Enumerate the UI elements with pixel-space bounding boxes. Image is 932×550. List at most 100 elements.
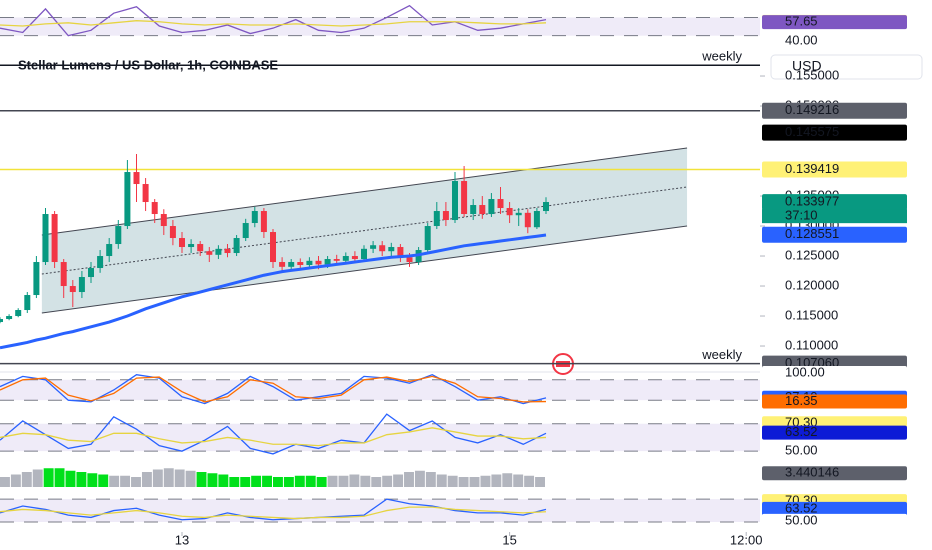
histogram-bar xyxy=(349,474,360,487)
x-tick-label: 13 xyxy=(175,532,189,547)
candle-body xyxy=(351,256,358,260)
candle-body xyxy=(406,257,413,263)
histogram-bar xyxy=(371,477,382,487)
y-tick-label: 0.110000 xyxy=(785,337,838,352)
moving-average xyxy=(0,233,547,350)
candle-body xyxy=(452,181,458,221)
histogram-bar xyxy=(76,472,87,487)
candle-body xyxy=(88,268,94,278)
histogram-bar xyxy=(327,475,338,487)
price-label-box xyxy=(762,102,907,119)
price-label: 0.149216 xyxy=(762,102,907,119)
candle-body xyxy=(424,226,431,251)
indicator-label-box xyxy=(762,466,907,481)
candle-body xyxy=(515,212,522,216)
indicator-label: 63.52 xyxy=(785,500,818,515)
candle-body xyxy=(224,248,231,254)
indicator-line xyxy=(0,506,547,520)
histogram-bar xyxy=(502,473,513,487)
candle-body xyxy=(461,181,468,215)
histogram-bar xyxy=(131,477,141,487)
candle-body xyxy=(15,310,22,317)
histogram-bar xyxy=(185,470,196,487)
candle-body xyxy=(233,238,240,254)
histogram-bar xyxy=(207,473,218,487)
currency-label[interactable]: USD xyxy=(792,58,822,74)
indicator-line xyxy=(0,498,547,521)
indicator-line xyxy=(0,373,547,405)
histogram-bar xyxy=(196,472,207,487)
channel-line xyxy=(41,147,688,236)
histogram-bar xyxy=(382,475,393,487)
candle-body xyxy=(124,172,131,227)
indicator-label: 3.440146 xyxy=(785,465,839,480)
candle-body xyxy=(442,211,449,221)
histogram-bar xyxy=(305,475,316,487)
histogram-bar xyxy=(436,474,447,487)
y-tick-label: 0.115000 xyxy=(785,307,838,322)
candle-body xyxy=(242,223,249,239)
candle-body xyxy=(324,259,331,265)
candle-body xyxy=(524,212,531,228)
level-label: weekly xyxy=(701,49,742,64)
indicator-label: 16.35 xyxy=(785,393,818,408)
histogram-bar xyxy=(141,472,152,487)
candle-body xyxy=(506,208,513,216)
level-label: weekly xyxy=(701,347,742,362)
histogram-bar xyxy=(404,472,414,487)
indicator-label: 63.52 xyxy=(785,424,818,439)
candle-body xyxy=(151,202,158,215)
currency-button[interactable] xyxy=(770,54,923,80)
price-label: 0.128551 xyxy=(762,226,907,243)
candle-body xyxy=(543,202,549,212)
candle-body xyxy=(497,199,504,209)
y-tick-label: 0.125000 xyxy=(785,247,839,262)
histogram-bar xyxy=(65,470,76,487)
candle-body xyxy=(24,295,31,311)
channel-line xyxy=(41,225,688,314)
indicator-label-box xyxy=(762,34,907,49)
candle-body xyxy=(206,251,213,255)
histogram-bar xyxy=(414,470,425,487)
candle-body xyxy=(388,247,395,252)
countdown-box xyxy=(762,209,907,224)
candle-body xyxy=(397,247,404,258)
candle-body xyxy=(370,245,377,249)
histogram-bar xyxy=(273,477,283,487)
candle-body xyxy=(288,262,295,267)
price-label-box xyxy=(762,161,907,178)
histogram-bar xyxy=(43,468,54,487)
candle-body xyxy=(488,199,495,215)
candle-body xyxy=(479,205,486,215)
candle-body xyxy=(342,256,349,261)
indicator-line xyxy=(0,427,547,447)
histogram-bar xyxy=(120,475,131,487)
indicator-label-box xyxy=(762,444,907,459)
candle-body xyxy=(251,211,258,224)
candle-body xyxy=(33,262,40,296)
candle-body xyxy=(361,248,367,260)
candle-body xyxy=(297,262,304,266)
histogram-bar xyxy=(174,469,185,487)
candle-body xyxy=(6,316,13,320)
countdown: 37:10 xyxy=(785,208,818,223)
candle-body xyxy=(69,286,76,293)
candle-body xyxy=(115,226,122,245)
candle-body xyxy=(60,262,67,287)
histogram-bar xyxy=(0,477,10,487)
indicator-label-box xyxy=(762,501,907,516)
histogram-bar xyxy=(87,473,98,487)
indicator-line xyxy=(0,375,547,403)
x-tick-label: 12:00 xyxy=(730,532,763,547)
candle-body xyxy=(306,260,313,266)
price-label-text: 0.139419 xyxy=(785,161,839,176)
candle-body xyxy=(379,245,386,252)
candle-body xyxy=(260,211,267,233)
histogram-bar xyxy=(360,475,371,487)
histogram-bar xyxy=(240,477,251,487)
histogram-bar xyxy=(283,477,294,487)
indicator-label: 100.00 xyxy=(785,364,825,379)
candle-body xyxy=(433,211,440,227)
indicator-label-box xyxy=(762,366,907,380)
x-tick-label: 15 xyxy=(502,532,516,547)
